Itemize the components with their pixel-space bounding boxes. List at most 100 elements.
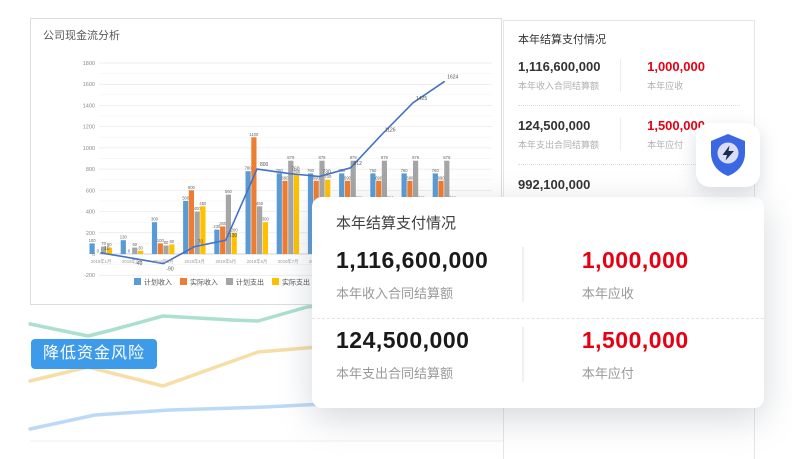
shield-bolt-icon [711,134,745,176]
income-settlement-value: 1,116,600,000 [518,59,601,74]
popup-payable-value: 1,500,000 [581,327,689,353]
income-settlement-label: 本年收入合同结算额 [518,81,600,91]
svg-text:230: 230 [213,224,221,229]
svg-text:2019年4月: 2019年4月 [184,258,205,265]
popup-row-income: 1,116,600,000 本年收入合同结算额 1,000,000 本年应收 [336,239,740,302]
svg-text:1200: 1200 [83,125,95,131]
popup-receivable-label: 本年应收 [581,286,634,301]
svg-text:实际支出: 实际支出 [282,278,310,287]
svg-text:690: 690 [344,175,352,180]
svg-text:130: 130 [120,235,128,240]
dotted-divider [518,164,740,165]
svg-text:760: 760 [369,168,377,173]
svg-text:-40: -40 [135,261,142,267]
svg-text:-90: -90 [166,267,173,273]
svg-text:300: 300 [262,217,270,222]
chart-title: 公司现金流分析 [43,30,120,42]
svg-text:879: 879 [412,155,420,160]
svg-text:30: 30 [138,245,143,250]
svg-text:计划收入: 计划收入 [144,278,172,287]
svg-text:800: 800 [86,167,95,173]
svg-text:500: 500 [182,195,190,200]
svg-text:760: 760 [432,168,440,173]
svg-text:0: 0 [97,249,100,254]
svg-text:0: 0 [128,249,131,254]
svg-text:879: 879 [350,155,358,160]
svg-text:70: 70 [101,241,106,246]
svg-text:130: 130 [229,233,238,239]
svg-text:400: 400 [86,210,95,216]
svg-text:2019年1月: 2019年1月 [91,258,112,265]
panel-title: 本年结算支付情况 [518,34,606,46]
svg-text:879: 879 [287,155,295,160]
svg-text:2019年5月: 2019年5月 [216,258,237,265]
svg-text:760: 760 [276,168,284,173]
svg-text:1400: 1400 [83,103,95,109]
svg-text:879: 879 [443,155,451,160]
svg-text:800: 800 [260,162,269,168]
svg-text:780: 780 [245,166,253,171]
popup-expense-settlement-value: 124,500,000 [336,327,470,353]
svg-text:200: 200 [86,231,95,237]
svg-text:2019年3月: 2019年3月 [153,258,174,265]
svg-text:1425: 1425 [416,96,427,102]
svg-text:实际收入: 实际收入 [190,278,218,287]
popup-payable-label: 本年应付 [581,366,634,381]
svg-text:1126: 1126 [385,128,396,134]
svg-text:750: 750 [293,169,301,174]
svg-text:2019年2月: 2019年2月 [122,258,143,265]
svg-text:260: 260 [219,221,227,226]
svg-text:1100: 1100 [249,132,259,137]
svg-text:100: 100 [157,238,165,243]
svg-text:450: 450 [199,201,207,206]
balance-value: 992,100,000 [518,177,591,192]
expense-settlement-value: 124,500,000 [518,118,591,133]
expense-settlement-label: 本年支出合同结算额 [518,140,600,150]
svg-text:2019年7月: 2019年7月 [278,258,299,265]
svg-text:-200: -200 [84,273,95,279]
svg-text:690: 690 [438,175,446,180]
shield-card[interactable] [696,123,760,187]
svg-text:600: 600 [86,188,95,194]
svg-text:690: 690 [375,175,383,180]
svg-text:690: 690 [406,175,414,180]
popup-income-settlement-value: 1,116,600,000 [336,247,489,273]
svg-text:200: 200 [231,227,239,232]
svg-text:90: 90 [169,239,174,244]
svg-text:450: 450 [256,201,264,206]
svg-text:690: 690 [282,175,290,180]
dotted-divider [518,105,740,106]
panel-row-income: 1,116,600,000 本年收入合同结算额 1,000,000 本年应收 [518,59,740,92]
svg-text:760: 760 [307,168,315,173]
svg-text:600: 600 [188,185,196,190]
popup-receivable-value: 1,000,000 [581,247,689,273]
svg-text:560: 560 [225,189,233,194]
svg-text:1624: 1624 [447,75,458,81]
svg-text:70: 70 [198,240,204,246]
svg-text:760: 760 [291,166,300,172]
popup-expense-settlement-label: 本年支出合同结算额 [336,366,454,381]
svg-text:1000: 1000 [83,146,95,152]
svg-text:80: 80 [164,240,169,245]
svg-text:1600: 1600 [83,82,95,88]
popup-row-expense: 124,500,000 本年支出合同结算额 1,500,000 本年应付 [336,319,740,382]
svg-text:760: 760 [401,168,409,173]
svg-text:879: 879 [381,155,389,160]
svg-text:100: 100 [89,238,97,243]
svg-text:计划支出: 计划支出 [236,278,264,287]
svg-text:400: 400 [194,206,202,211]
risk-badge[interactable]: 降低资金风险 [31,339,157,369]
popup-title: 本年结算支付情况 [336,215,457,232]
svg-text:879: 879 [319,155,327,160]
svg-text:60: 60 [132,242,137,247]
svg-text:700: 700 [324,174,332,179]
settlement-popup: 本年结算支付情况 1,116,600,000 本年收入合同结算额 1,000,0… [312,197,764,408]
dashed-divider [312,318,764,319]
svg-text:1800: 1800 [83,61,95,67]
svg-text:300: 300 [151,217,159,222]
svg-text:812: 812 [354,161,363,167]
popup-income-settlement-label: 本年收入合同结算额 [336,286,454,301]
panel-row-expense: 124,500,000 本年支出合同结算额 1,500,000 本年应付 [518,118,740,151]
svg-text:690: 690 [313,175,321,180]
receivable-value: 1,000,000 [647,59,705,74]
